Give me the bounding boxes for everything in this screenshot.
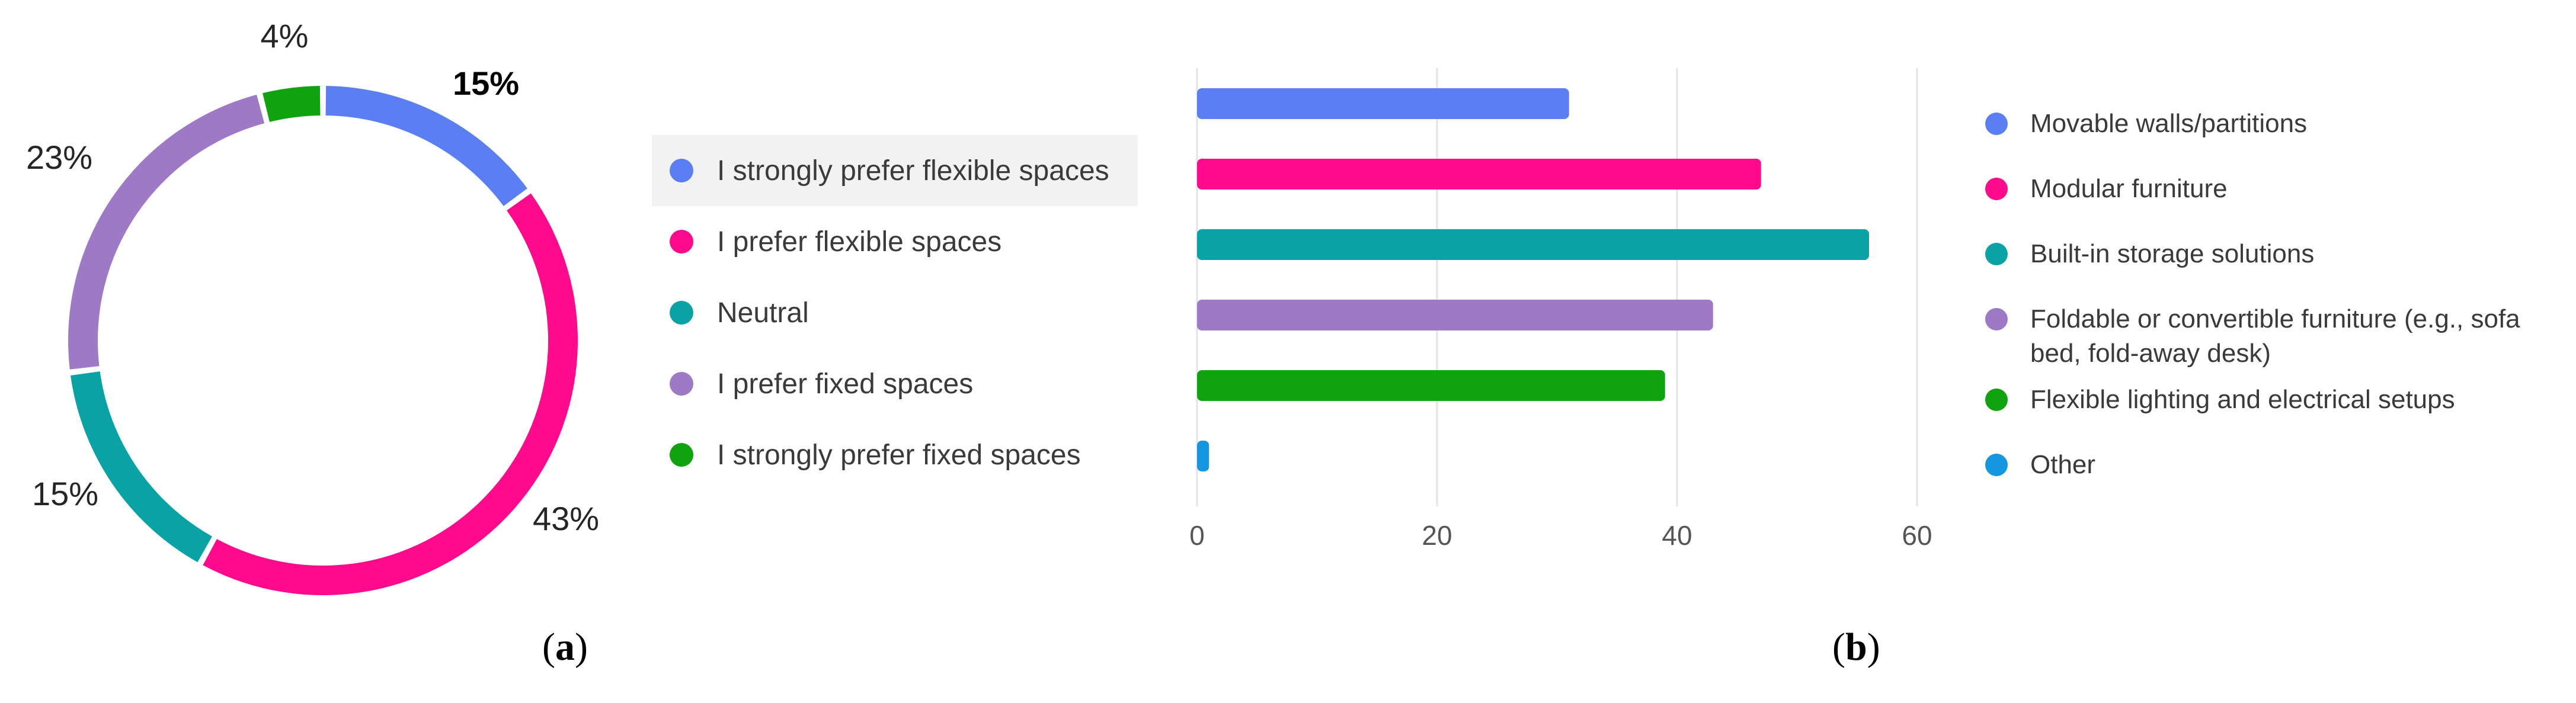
- legend-dot-movable-walls: [1985, 113, 2008, 135]
- legend-label: Other: [2030, 450, 2096, 479]
- caption-b: (b): [1832, 625, 1880, 669]
- legend-label: Modular furniture: [2030, 174, 2228, 203]
- legend-label: Foldable or convertible furniture (e.g.,…: [2030, 304, 2520, 368]
- legend-dot-flexible-lighting: [1985, 389, 2008, 411]
- legend-dot-modular-furniture: [1985, 178, 2008, 200]
- bar-chart-panel: 0 20 40 60: [658, 0, 2576, 703]
- legend-item-prefer-flexible[interactable]: I prefer flexible spaces: [652, 206, 1138, 277]
- legend-label: I prefer fixed spaces: [717, 368, 974, 400]
- bar-chart: 0 20 40 60: [1189, 68, 1932, 551]
- legend-item-prefer-fixed[interactable]: I prefer fixed spaces: [652, 348, 1138, 419]
- legend-dot-strongly-fixed: [670, 443, 693, 467]
- donut-chart-panel: 15% 43% 15% 23% 4%: [0, 0, 658, 703]
- legend-label: I strongly prefer flexible spaces: [717, 155, 1109, 187]
- legend-item-other[interactable]: Other: [1985, 448, 2572, 482]
- donut-data-label-1: 43%: [533, 500, 599, 537]
- bar-4[interactable]: [1197, 370, 1665, 401]
- legend-item-flexible-lighting[interactable]: Flexible lighting and electrical setups: [1985, 383, 2572, 417]
- bar-1[interactable]: [1197, 159, 1761, 190]
- x-tick-label-40: 40: [1662, 520, 1692, 551]
- donut-slice-2[interactable]: [71, 371, 212, 563]
- x-tick-label-0: 0: [1189, 520, 1205, 551]
- legend-dot-foldable-furniture: [1985, 308, 2008, 330]
- donut-slice-0[interactable]: [325, 86, 527, 206]
- caption-a: (a): [542, 625, 588, 669]
- legend-dot-neutral: [670, 301, 693, 325]
- donut-legend: I strongly prefer flexible spaces I pref…: [652, 135, 1138, 490]
- bar-legend: Movable walls/partitions Modular furnitu…: [1985, 107, 2572, 513]
- bar-0[interactable]: [1197, 88, 1569, 119]
- x-tick-label-20: 20: [1422, 520, 1452, 551]
- donut-slice-4[interactable]: [263, 86, 321, 122]
- legend-dot-built-in-storage: [1985, 243, 2008, 265]
- donut-data-label-0: 15%: [453, 65, 519, 102]
- legend-label: Movable walls/partitions: [2030, 109, 2308, 138]
- donut-data-label-3: 23%: [26, 139, 92, 176]
- legend-label: Built-in storage solutions: [2030, 239, 2315, 268]
- legend-dot-other: [1985, 454, 2008, 476]
- x-tick-label-60: 60: [1902, 520, 1932, 551]
- legend-item-modular-furniture[interactable]: Modular furniture: [1985, 172, 2572, 206]
- legend-dot-prefer-flexible: [670, 230, 693, 253]
- donut-slice-3[interactable]: [68, 94, 265, 370]
- legend-item-foldable-furniture[interactable]: Foldable or convertible furniture (e.g.,…: [1985, 302, 2572, 371]
- bar-5[interactable]: [1197, 441, 1209, 471]
- legend-dot-strongly-flexible: [670, 159, 693, 182]
- legend-label: I strongly prefer fixed spaces: [717, 439, 1081, 471]
- legend-item-neutral[interactable]: Neutral: [652, 277, 1138, 348]
- legend-item-built-in-storage[interactable]: Built-in storage solutions: [1985, 237, 2572, 271]
- legend-label: Neutral: [717, 297, 809, 329]
- donut-data-label-4: 4%: [261, 17, 309, 54]
- legend-label: Flexible lighting and electrical setups: [2030, 385, 2455, 414]
- donut-slice-1[interactable]: [203, 193, 578, 596]
- donut-data-label-2: 15%: [32, 475, 98, 512]
- bar-3[interactable]: [1197, 300, 1713, 330]
- legend-item-movable-walls[interactable]: Movable walls/partitions: [1985, 107, 2572, 141]
- legend-item-strongly-flexible[interactable]: I strongly prefer flexible spaces: [652, 135, 1138, 206]
- legend-label: I prefer flexible spaces: [717, 226, 1002, 258]
- legend-dot-prefer-fixed: [670, 372, 693, 396]
- legend-item-strongly-fixed[interactable]: I strongly prefer fixed spaces: [652, 419, 1138, 490]
- bar-2[interactable]: [1197, 229, 1869, 260]
- donut-chart: 15% 43% 15% 23% 4%: [26, 17, 599, 596]
